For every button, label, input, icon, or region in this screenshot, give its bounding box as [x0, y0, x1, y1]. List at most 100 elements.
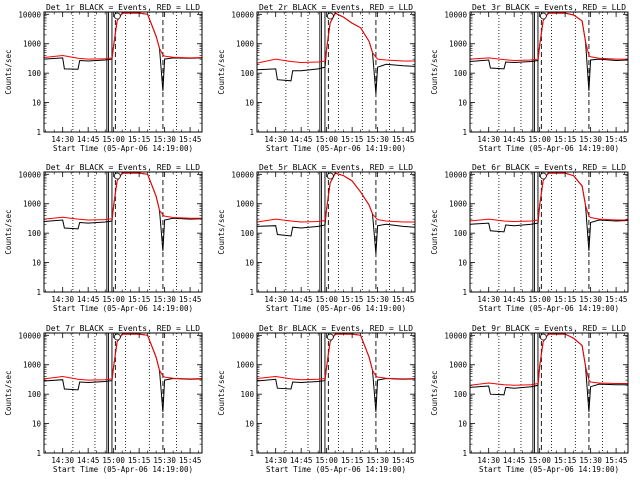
plot-frame — [256, 171, 416, 293]
plot-frame — [43, 11, 203, 133]
y-tick-label: 100 — [27, 69, 41, 78]
x-tick-label: 15:15 — [554, 456, 577, 465]
events-series-line — [44, 12, 202, 91]
x-tick-label: 15:30 — [153, 135, 176, 144]
x-tick-label: 14:45 — [503, 135, 526, 144]
y-tick-label: 100 — [27, 390, 41, 399]
x-axis-label: Start Time (05-Apr-06 14:19:00) — [53, 144, 193, 153]
flare-start-symbol — [113, 12, 121, 20]
y-axis-label: Counts/sec — [4, 370, 13, 415]
x-tick-label: 15:15 — [554, 295, 577, 304]
x-tick-label: 15:45 — [392, 456, 415, 465]
flare-start-symbol — [326, 172, 334, 180]
x-tick-label: 14:45 — [503, 295, 526, 304]
chart-title: Det 7r BLACK = Events, RED = LLD — [46, 324, 200, 333]
y-tick-label: 100 — [453, 229, 467, 238]
x-tick-label: 15:15 — [128, 456, 151, 465]
events-series-line — [44, 172, 202, 251]
y-tick-label: 100 — [240, 229, 254, 238]
x-tick-label: 15:00 — [528, 135, 551, 144]
y-tick-label: 10000 — [231, 331, 254, 340]
x-tick-label: 14:30 — [51, 295, 74, 304]
x-tick-label: 15:30 — [153, 295, 176, 304]
lld-series-line — [470, 12, 628, 62]
plot-area — [44, 12, 202, 132]
x-axis-label: Start Time (05-Apr-06 14:19:00) — [479, 465, 619, 474]
y-axis-label: Counts/sec — [217, 370, 226, 415]
x-tick-label: 14:45 — [290, 295, 313, 304]
events-series-line — [257, 333, 415, 412]
lld-series-line — [470, 333, 628, 386]
flare-start-symbol — [326, 333, 334, 341]
y-tick-label: 1 — [249, 449, 254, 458]
flare-start-symbol — [539, 12, 547, 20]
chart-title: Det 6r BLACK = Events, RED = LLD — [472, 163, 626, 172]
y-tick-label: 1 — [36, 128, 41, 137]
x-tick-label: 15:30 — [579, 135, 602, 144]
x-tick-label: 15:00 — [102, 135, 125, 144]
y-tick-label: 10 — [245, 259, 255, 268]
x-tick-label: 15:15 — [341, 295, 364, 304]
chart-title: Det 4r BLACK = Events, RED = LLD — [46, 163, 200, 172]
x-tick-label: 15:15 — [554, 135, 577, 144]
flare-start-symbol — [539, 172, 547, 180]
x-tick-label: 14:30 — [477, 456, 500, 465]
x-tick-label: 15:45 — [605, 135, 628, 144]
y-tick-label: 1000 — [449, 361, 468, 370]
y-tick-label: 100 — [27, 229, 41, 238]
events-series-line — [470, 333, 628, 412]
chart-panel: Det 1r BLACK = Events, RED = LLD 1 10 100 10… — [4, 3, 203, 153]
plot-area — [470, 333, 628, 453]
y-tick-label: 10 — [458, 420, 468, 429]
x-tick-label: 14:30 — [264, 456, 287, 465]
chart-panel: Det 8r BLACK = Events, RED = LLD 1 10 100 10… — [217, 324, 416, 474]
plot-frame — [256, 11, 416, 133]
x-tick-label: 15:30 — [366, 295, 389, 304]
y-tick-label: 1000 — [236, 361, 255, 370]
y-tick-label: 1 — [36, 449, 41, 458]
y-tick-label: 1 — [249, 128, 254, 137]
y-tick-label: 10 — [458, 99, 468, 108]
x-tick-label: 15:45 — [605, 295, 628, 304]
x-tick-label: 15:45 — [179, 295, 202, 304]
x-tick-label: 15:00 — [315, 295, 338, 304]
x-tick-label: 15:30 — [579, 295, 602, 304]
y-tick-label: 10 — [32, 420, 42, 429]
flare-start-symbol — [113, 172, 121, 180]
plot-area — [470, 172, 628, 292]
x-tick-label: 15:00 — [528, 295, 551, 304]
y-tick-label: 10 — [245, 420, 255, 429]
x-axis-label: Start Time (05-Apr-06 14:19:00) — [266, 304, 406, 313]
y-tick-label: 10000 — [231, 10, 254, 19]
x-tick-label: 14:30 — [477, 295, 500, 304]
y-tick-label: 10000 — [18, 10, 41, 19]
plot-area — [470, 12, 628, 132]
y-axis-label: Counts/sec — [430, 209, 439, 254]
y-tick-label: 1000 — [23, 40, 42, 49]
x-tick-label: 14:45 — [77, 456, 100, 465]
chart-title: Det 9r BLACK = Events, RED = LLD — [472, 324, 626, 333]
events-series-line — [257, 172, 415, 254]
plot-frame — [469, 11, 629, 133]
lld-series-line — [470, 172, 628, 223]
y-tick-label: 10000 — [18, 331, 41, 340]
y-axis-label: Counts/sec — [4, 209, 13, 254]
x-tick-label: 15:45 — [605, 456, 628, 465]
x-tick-label: 15:30 — [366, 456, 389, 465]
chart-panel: Det 7r BLACK = Events, RED = LLD 1 10 100 10… — [4, 324, 203, 474]
events-series-line — [470, 172, 628, 251]
y-tick-label: 1000 — [449, 40, 468, 49]
y-tick-label: 10000 — [444, 331, 467, 340]
x-tick-label: 14:45 — [503, 456, 526, 465]
lld-series-line — [257, 333, 415, 381]
x-tick-label: 14:30 — [264, 295, 287, 304]
lld-series-line — [257, 12, 415, 64]
events-series-line — [257, 12, 415, 94]
x-axis-label: Start Time (05-Apr-06 14:19:00) — [53, 465, 193, 474]
y-tick-label: 1000 — [23, 361, 42, 370]
chart-title: Det 1r BLACK = Events, RED = LLD — [46, 3, 200, 12]
x-tick-label: 15:00 — [315, 135, 338, 144]
x-tick-label: 15:15 — [341, 456, 364, 465]
plot-area — [257, 333, 415, 453]
x-tick-label: 15:15 — [341, 135, 364, 144]
